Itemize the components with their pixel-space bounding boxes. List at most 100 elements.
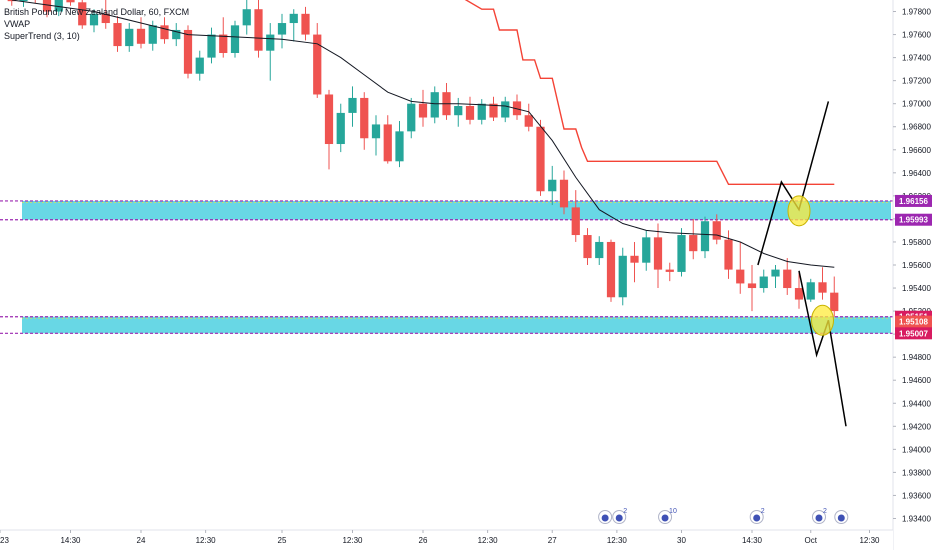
candle-body <box>125 28 134 47</box>
candle-body <box>583 235 592 259</box>
event-marker-face <box>615 514 623 522</box>
price-axis[interactable]: 1.97800 1.97600 1.97400 1.97200 1.97000 1.968… <box>892 0 932 550</box>
candle-body <box>454 106 463 116</box>
candle-body <box>606 241 616 298</box>
candle-body <box>336 112 345 145</box>
zone-band <box>22 200 891 220</box>
candle-body <box>806 282 815 300</box>
price-tick-label: 1.93800 <box>902 468 931 477</box>
time-tick-label: 27 <box>548 536 557 545</box>
event-marker-icon <box>598 510 613 524</box>
candle-body <box>665 269 674 272</box>
event-marker-face <box>837 514 845 522</box>
event-marker-face <box>815 514 823 522</box>
candle-body <box>219 34 228 53</box>
price-label-text: 1.96156 <box>899 197 928 206</box>
price-tick-label: 1.94600 <box>902 376 931 385</box>
candle-body <box>207 34 216 58</box>
candle-body <box>736 269 745 284</box>
event-markers: 2 10 2 2 <box>598 508 849 524</box>
candle-body <box>418 103 428 118</box>
price-tick-label: 1.94400 <box>902 399 931 408</box>
candle-body <box>54 0 63 12</box>
candle-body <box>277 23 287 35</box>
price-tick-label: 1.97600 <box>902 31 931 40</box>
event-marker-icon <box>834 510 849 524</box>
event-marker-icon: 2 <box>749 508 765 524</box>
event-marker-badge: 2 <box>761 508 765 515</box>
time-tick-label: 14:30 <box>60 536 81 545</box>
price-tick-label: 1.97400 <box>902 54 931 63</box>
time-tick-label: 12:30 <box>342 536 363 545</box>
time-axis[interactable]: 23 14:30 24 12:30 25 12:30 26 12:30 27 12:30 30 14:… <box>0 529 893 550</box>
time-tick-label: 25 <box>278 536 287 545</box>
candle-body <box>700 221 710 252</box>
time-tick-label: 26 <box>419 536 428 545</box>
candle-body <box>254 9 263 51</box>
time-tick-label: 12:30 <box>478 536 499 545</box>
event-marker-face <box>601 514 609 522</box>
price-tick-label: 1.94000 <box>902 445 931 454</box>
candlestick-series <box>7 0 839 317</box>
price-tick-label: 1.95600 <box>902 261 931 270</box>
candle-body <box>19 0 28 2</box>
candle-body <box>101 13 110 24</box>
candle-body <box>512 101 522 116</box>
price-tick-label: 1.97000 <box>902 100 931 109</box>
event-marker-icon: 10 <box>658 508 677 524</box>
vwap-legend-label[interactable]: VWAP <box>4 19 31 29</box>
price-tick-label: 1.96600 <box>902 146 931 155</box>
candle-body <box>360 97 369 139</box>
price-label-badge <box>895 315 932 328</box>
time-tick-label: 23 <box>0 536 9 545</box>
supertrend-line <box>464 0 835 185</box>
candle-body <box>371 124 381 139</box>
supertrend-legend-label[interactable]: SuperTrend (3, 10) <box>4 31 80 41</box>
candle-body <box>724 239 733 270</box>
highlight-circle <box>787 195 811 227</box>
candle-body <box>524 115 533 127</box>
time-tick-label: 30 <box>677 536 686 545</box>
candle-body <box>172 29 181 40</box>
time-tick-label: 12:30 <box>607 536 628 545</box>
time-tick-label: 14:30 <box>742 536 763 545</box>
time-tick-label: 24 <box>137 536 146 545</box>
event-marker-face <box>661 514 669 522</box>
candle-body <box>818 282 827 293</box>
support-resistance-zones <box>0 200 893 334</box>
vwap-line <box>11 0 835 268</box>
candle-body <box>759 276 768 289</box>
time-axis-background <box>0 530 893 550</box>
candle-body <box>183 29 193 74</box>
candle-body <box>407 103 416 132</box>
price-tick-label: 1.93600 <box>902 491 931 500</box>
candle-body <box>430 92 439 118</box>
candle-body <box>653 237 663 270</box>
candle-body <box>830 292 839 312</box>
candle-body <box>89 13 99 26</box>
event-marker-badge: 2 <box>823 508 827 515</box>
price-axis-background <box>893 0 932 550</box>
candle-body <box>712 221 721 240</box>
price-tick-label: 1.94200 <box>902 422 931 431</box>
candle-body <box>148 25 157 44</box>
price-label-badge <box>895 327 932 340</box>
candle-body <box>289 13 298 24</box>
candle-body <box>501 101 510 118</box>
price-tick-label: 1.93400 <box>902 514 931 523</box>
candle-body <box>383 124 392 162</box>
price-label-text: 1.95108 <box>899 318 928 327</box>
zone-band <box>22 316 891 334</box>
event-marker-icon: 2 <box>811 508 827 524</box>
candle-body <box>783 269 792 289</box>
price-tick-label: 1.94800 <box>902 353 931 362</box>
candle-body <box>595 241 604 259</box>
candle-body <box>548 179 557 192</box>
symbol-title[interactable]: British Pound / New Zealand Dollar, 60, … <box>4 7 190 17</box>
price-label-text: 1.95993 <box>899 216 928 225</box>
event-marker-badge: 2 <box>623 508 627 515</box>
candle-body <box>313 34 322 95</box>
